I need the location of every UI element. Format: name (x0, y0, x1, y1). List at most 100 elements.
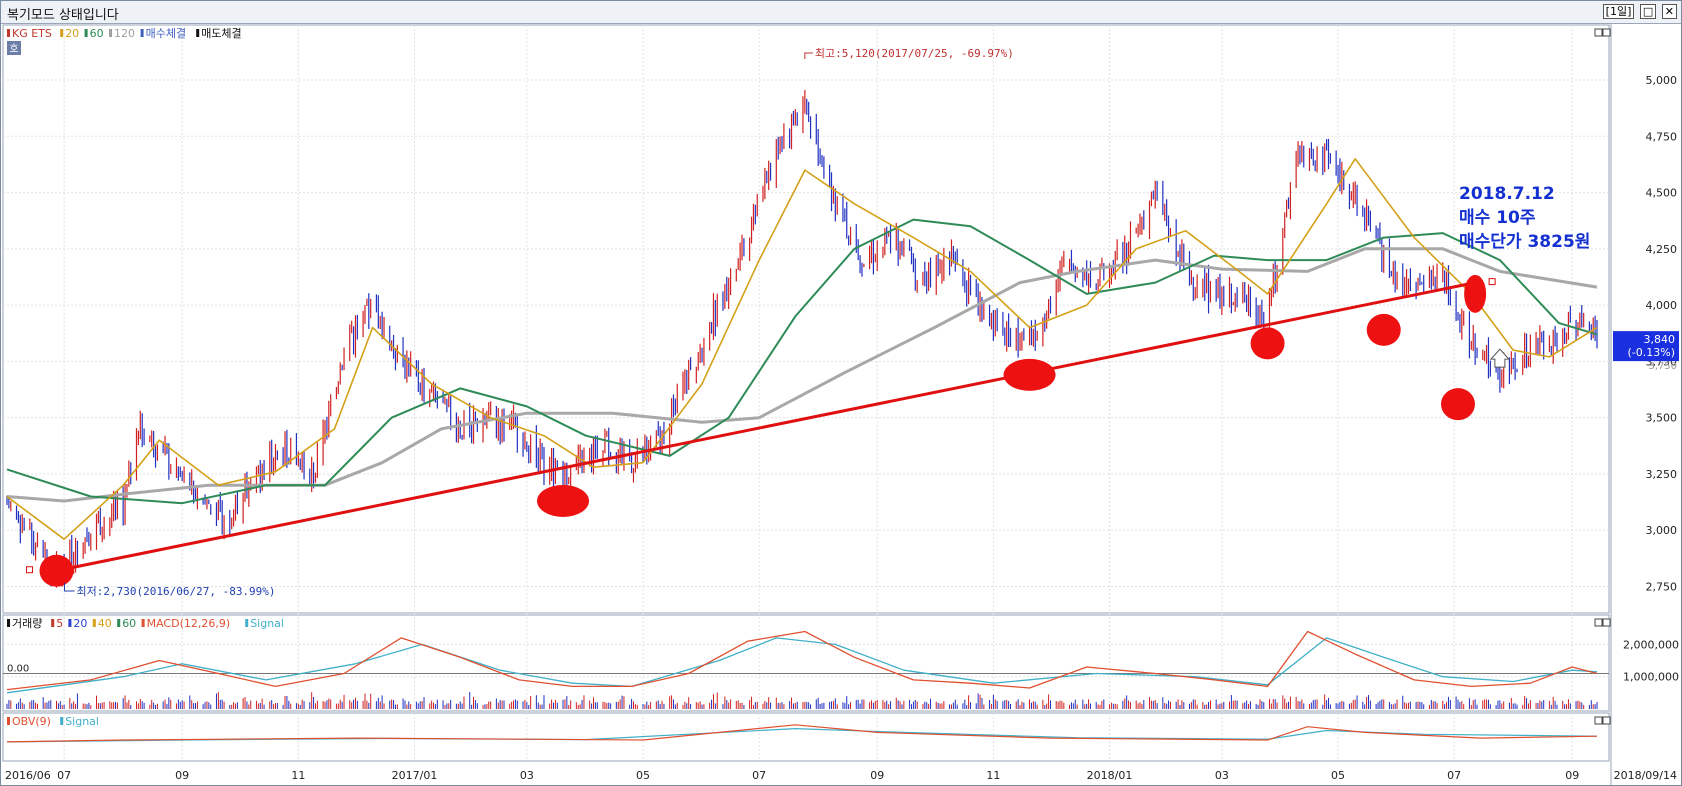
volume-legend-swatch (92, 619, 96, 627)
macd-line (6, 630, 1598, 691)
price-tick-label: 3,750 (1648, 361, 1677, 372)
touch-marker (1250, 327, 1285, 360)
date-tick-label: 11 (291, 769, 305, 782)
touch-marker (537, 484, 590, 517)
annotations: 최고:5,120(2017/07/25, -69.97%) 최저:2,730(20… (64, 47, 1590, 598)
current-price-label: 3,840 (1644, 333, 1676, 346)
date-tick-label: 07 (57, 769, 71, 782)
markers (39, 274, 1487, 587)
panel-close-icon (1602, 28, 1611, 37)
volume-legend-label: MACD(12,26,9) (147, 617, 231, 630)
panel-minimize-icon (1594, 618, 1603, 627)
obv-legend-label: OBV(9) (12, 715, 51, 728)
low-pointer (64, 582, 75, 592)
price-legend-label: 매수체결 (146, 27, 186, 40)
trade-note-line: 2018.7.12 (1459, 184, 1555, 204)
price-y-axis: 2,750 3,000 3,250 3,500 3,750 4,000 4,250 4,500… (1613, 74, 1679, 684)
volume-legend-swatch (141, 619, 145, 627)
obv-legend-swatch (7, 717, 10, 725)
price-legend-swatch (196, 29, 200, 37)
volume-legend-swatch (68, 619, 72, 627)
price-tick-label: 3,250 (1646, 468, 1678, 481)
panel-minimize-icon (1594, 716, 1603, 725)
panel-buttons (1594, 28, 1611, 725)
volume-grid: 0.00 (3, 643, 1609, 678)
trendline-handle (1488, 278, 1496, 286)
price-tick-label: 2,750 (1646, 580, 1678, 593)
obv-line (6, 724, 1598, 743)
date-tick-label: 2017/01 (392, 769, 438, 782)
current-price-change: (-0.13%) (1628, 346, 1676, 359)
price-tick-label: 4,250 (1646, 243, 1678, 256)
obv-legend-swatch (60, 717, 64, 725)
volume-legend-label: 20 (73, 617, 87, 630)
volume-legend-swatch (51, 619, 55, 627)
price-legend-label: 120 (114, 27, 135, 40)
price-tick-label: 3,500 (1646, 412, 1678, 425)
buy-arrow-icon (1489, 348, 1511, 368)
title-bar: 복기모드 상태입니다 [1일] □ ✕ (1, 1, 1681, 24)
price-legend-swatch (84, 29, 88, 37)
trade-note-line: 매수단가 3825원 (1459, 232, 1590, 252)
price-legend-label: 60 (90, 27, 104, 40)
date-tick-label: 05 (636, 769, 650, 782)
current-price-box (1613, 331, 1679, 362)
period-button[interactable]: [1일] (1602, 4, 1635, 19)
price-tick-label: 5,000 (1646, 74, 1678, 87)
touch-marker (1003, 358, 1056, 391)
date-tick-label: 07 (1447, 769, 1461, 782)
obv-lines (6, 724, 1598, 743)
trendline (26, 278, 1496, 574)
volume-tick-label: 2,000,000 (1623, 638, 1679, 651)
date-tick-label: 03 (520, 769, 534, 782)
date-tick-label: 03 (1215, 769, 1229, 782)
date-tick-label: 2018/01 (1087, 769, 1133, 782)
date-tick-label: 2016/06 (5, 769, 51, 782)
restore-icon[interactable]: □ (1639, 4, 1657, 19)
date-tick-label: 05 (1331, 769, 1345, 782)
price-tick-label: 4,750 (1646, 130, 1678, 143)
date-tick-label: 09 (175, 769, 189, 782)
volume-legend-label: 5 (56, 617, 63, 630)
price-legend-extra: 호 (9, 43, 18, 55)
macd-signal-line (6, 637, 1598, 694)
window-controls: [1일] □ ✕ (1601, 4, 1677, 19)
volume-legend-swatch (7, 619, 10, 627)
date-tick-label: 09 (1565, 769, 1579, 782)
price-legend-extra-box (7, 41, 21, 55)
volume-legend-swatch (245, 619, 249, 627)
volume-legend-label: 40 (98, 617, 112, 630)
price-legend-swatch (140, 29, 144, 37)
volume-legend-label: 거래량 (12, 617, 42, 630)
trendline-handle (26, 566, 34, 574)
price-legend-swatch (7, 29, 10, 37)
window-title: 복기모드 상태입니다 (7, 8, 119, 23)
date-tick-label: 07 (752, 769, 766, 782)
panel-minimize-icon (1594, 28, 1603, 37)
price-legend-swatch (60, 29, 64, 37)
high-pointer (804, 52, 813, 60)
macd-zero-label: 0.00 (7, 663, 29, 674)
touch-marker (1440, 388, 1475, 421)
panel-close-icon (1602, 618, 1611, 627)
close-icon[interactable]: ✕ (1661, 4, 1677, 19)
date-x-axis: 2016/06 07 09 11 2017/01 03 05 07 09 11 2018/01 03 0… (5, 769, 1677, 782)
price-legend-swatch (109, 29, 112, 37)
support-trendline (56, 281, 1476, 573)
price-legend-label: 매도체결 (201, 27, 241, 40)
obv-panel (2, 712, 1610, 762)
trade-note-line: 매수 10주 (1459, 208, 1536, 228)
stock-chart: 0.00 2,750 3,000 3,250 3,500 3,750 4,000 4,250… (2, 23, 1679, 785)
price-legend-label: KG ETS (12, 27, 52, 40)
macd-lines (6, 630, 1598, 694)
low-annotation: 최저:2,730(2016/06/27, -83.99%) (77, 585, 276, 598)
volume-bars (6, 692, 1598, 709)
touch-marker (39, 554, 74, 587)
date-tick-label: 11 (986, 769, 1000, 782)
high-annotation: 최고:5,120(2017/07/25, -69.97%) (815, 47, 1014, 60)
date-tick-label: 2018/09/14 (1614, 769, 1677, 782)
moving-averages (6, 158, 1598, 541)
volume-panel (2, 614, 1610, 712)
volume-legend-label: 60 (122, 617, 136, 630)
